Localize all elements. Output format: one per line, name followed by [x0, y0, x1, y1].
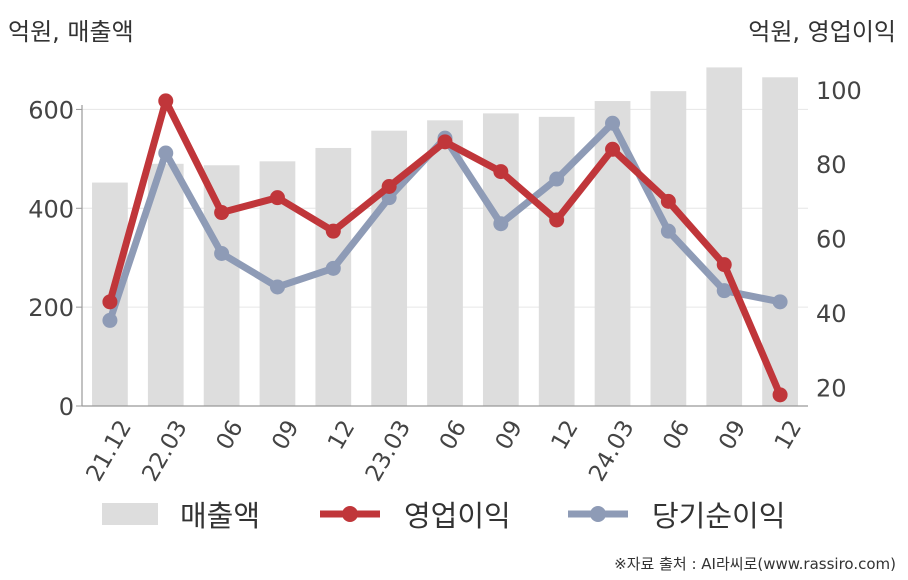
x-tick-label: 06: [658, 416, 695, 454]
x-tick-label: 12: [547, 416, 584, 454]
revenue-bar: [427, 120, 463, 406]
x-tick-label: 09: [714, 416, 751, 454]
net-income-point: [660, 223, 676, 239]
net-income-point: [549, 171, 565, 187]
legend-item-revenue: 매출액: [102, 492, 260, 536]
left-axis-unit: 억원, 매출액: [8, 18, 134, 46]
operating-profit-point: [549, 212, 565, 228]
revenue-bars: [92, 67, 798, 407]
legend-label-operating-profit: 영업이익: [404, 499, 511, 533]
net-income-point: [102, 312, 118, 328]
net-income-point: [605, 115, 621, 131]
operating-profit-point: [772, 387, 788, 403]
operating-profit-point: [381, 178, 397, 194]
operating-profit-point: [158, 93, 174, 109]
operating-profit-point: [325, 223, 341, 239]
revenue-bar: [706, 67, 743, 407]
y-left-tick-label: 0: [59, 393, 74, 421]
operating-profit-point: [102, 294, 118, 310]
legend-label-net-income: 당기순이익: [652, 499, 786, 533]
legend-item-net-income: 당기순이익: [566, 492, 785, 536]
x-tick-label: 06: [435, 416, 472, 454]
operating-profit-point: [214, 205, 230, 221]
operating-profit-point: [437, 134, 453, 150]
y-right-tick-label: 60: [816, 226, 847, 254]
revenue-bar: [762, 77, 798, 407]
legend-label-revenue: 매출액: [180, 499, 261, 533]
x-tick-label: 21.12: [82, 416, 137, 486]
legend-swatch-net-income: [568, 506, 628, 522]
y-left-tick-label: 600: [28, 96, 74, 124]
revenue-bar: [147, 163, 184, 406]
legend-swatch-revenue: [102, 503, 158, 525]
y-right-tick-label: 40: [816, 300, 847, 328]
operating-profit-point: [660, 193, 676, 209]
net-income-point: [716, 283, 732, 299]
net-income-point: [269, 279, 285, 295]
operating-profit-point: [269, 190, 285, 206]
revenue-bar: [315, 147, 352, 407]
legend: 매출액 영업이익 당기순이익: [0, 492, 908, 536]
profit-lines: [102, 93, 788, 403]
legend-swatch-operating-profit: [320, 506, 380, 522]
x-tick-label: 09: [267, 416, 304, 454]
y-left-tick-label: 200: [28, 294, 74, 322]
x-tick-label: 24.03: [584, 416, 639, 486]
axes: [76, 105, 808, 407]
operating-profit-point: [605, 141, 621, 157]
x-tick-label: 23.03: [361, 416, 416, 486]
revenue-bar: [203, 165, 240, 406]
x-tick-label: 09: [491, 416, 528, 454]
x-tick-label: 12: [770, 416, 807, 454]
revenue-bar: [371, 130, 408, 406]
net-income-point: [214, 245, 230, 261]
operating-profit-point: [716, 257, 732, 273]
net-income-point: [158, 145, 174, 161]
y-right-tick-label: 80: [816, 151, 847, 179]
y-right-tick-label: 20: [816, 374, 847, 402]
x-tick-label: 06: [212, 416, 249, 454]
right-axis-unit: 억원, 영업이익: [748, 18, 896, 46]
source-note: ※자료 출처 : AI라씨로(www.rassiro.com): [614, 555, 896, 573]
y-right-tick-label: 100: [816, 77, 862, 105]
x-tick-label: 22.03: [137, 416, 192, 486]
revenue-bar: [538, 116, 575, 406]
net-income-point: [772, 294, 788, 310]
net-income-point: [325, 260, 341, 276]
x-tick-label: 12: [323, 416, 360, 454]
operating-profit-point: [493, 164, 509, 180]
legend-item-operating-profit: 영업이익: [318, 492, 511, 536]
net-income-point: [493, 216, 509, 232]
y-left-tick-label: 400: [28, 195, 74, 223]
revenue-bar: [482, 113, 519, 406]
